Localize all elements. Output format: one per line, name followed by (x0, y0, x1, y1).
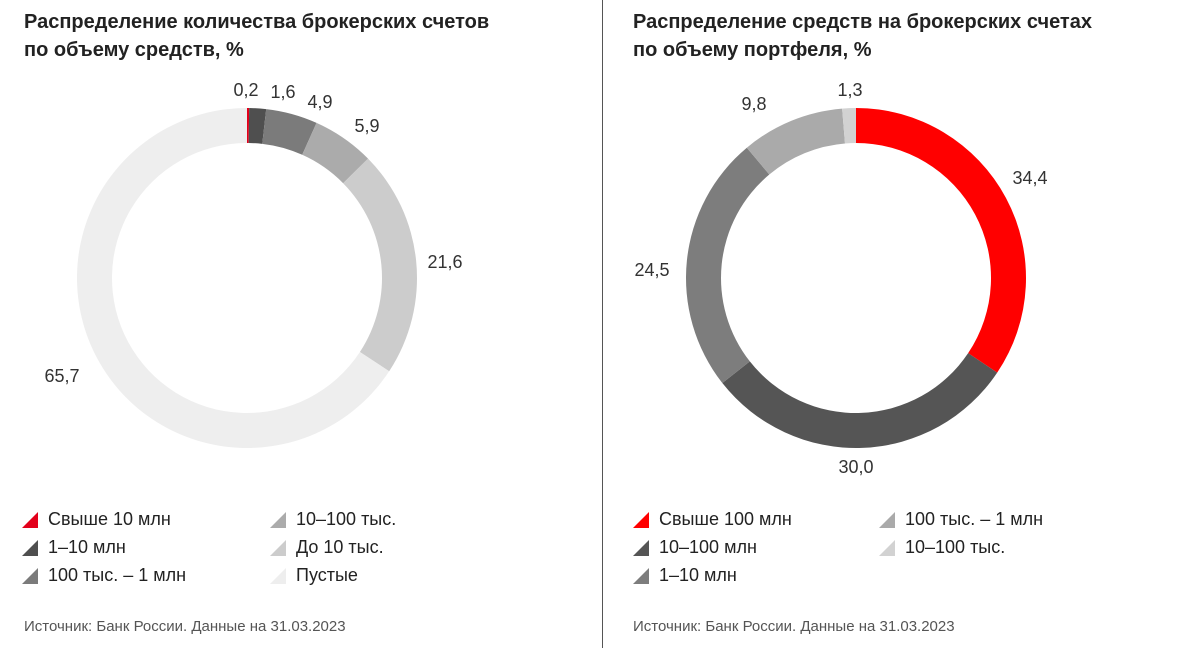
donut-slice (343, 158, 418, 372)
data-label: 65,7 (44, 366, 79, 386)
source-note: Источник: Банк России. Данные на 31.03.2… (24, 618, 346, 635)
donut-chart: 34,4 30,0 24,5 9,8 1,3 (634, 80, 1047, 477)
legend-label: Пустые (296, 565, 358, 585)
legend-label: Свыше 100 млн (659, 509, 792, 529)
legend-swatch-icon (879, 540, 895, 556)
donut-slice (842, 108, 856, 144)
data-label: 1,6 (270, 82, 295, 102)
legend-swatch-icon (633, 512, 649, 528)
donut-slice (262, 109, 317, 155)
chart-title-line-1: Распределение средств на брокерских счет… (633, 11, 1092, 33)
legend-label: 10–100 тыс. (296, 509, 397, 529)
chart-title-line-1: Распределение количества брокерских счет… (24, 11, 490, 33)
legend-label: 1–10 млн (659, 565, 737, 585)
legend-swatch-icon (270, 512, 286, 528)
legend-swatch-icon (22, 512, 38, 528)
data-label: 1,3 (837, 80, 862, 100)
donut-slice (686, 147, 770, 384)
legend-label: До 10 тыс. (296, 537, 384, 557)
legend-label: 100 тыс. – 1 млн (48, 565, 187, 585)
source-note: Источник: Банк России. Данные на 31.03.2… (633, 618, 955, 635)
data-label: 21,6 (427, 252, 462, 272)
data-label: 0,2 (233, 80, 258, 100)
legend-swatch-icon (22, 540, 38, 556)
data-label: 4,9 (307, 92, 332, 112)
chart-panel-funds: Распределение средств на брокерских счет… (604, 0, 1200, 648)
legend-label: 100 тыс. – 1 млн (905, 509, 1044, 529)
donut-slice (248, 108, 267, 144)
legend-swatch-icon (633, 568, 649, 584)
chart-panel-accounts: Распределение количества брокерских счет… (22, 8, 489, 635)
data-label: 34,4 (1012, 168, 1047, 188)
data-label: 5,9 (354, 116, 379, 136)
donut-slice (856, 108, 1026, 373)
legend-label: 1–10 млн (48, 537, 126, 557)
legend-label: Свыше 10 млн (48, 509, 171, 529)
donut-slice (746, 108, 845, 175)
donut-chart: 0,2 1,6 4,9 5,9 21,6 65,7 (44, 80, 463, 449)
legend-swatch-icon (270, 540, 286, 556)
chart-title-line-2: по объему портфеля, % (633, 39, 872, 61)
legend-swatch-icon (633, 540, 649, 556)
legend-swatch-icon (879, 512, 895, 528)
legend-swatch-icon (270, 568, 286, 584)
donut-slice (247, 108, 250, 144)
donut-slice (722, 353, 998, 448)
legend-swatch-icon (22, 568, 38, 584)
data-label: 24,5 (634, 260, 669, 280)
chart-title: Распределение средств на брокерских счет… (633, 8, 1092, 64)
donut-slice (302, 122, 369, 184)
data-label: 9,8 (741, 94, 766, 114)
chart-title-line-2: по объему средств, % (24, 39, 244, 61)
legend-label: 10–100 млн (659, 537, 757, 557)
legend-label: 10–100 тыс. (905, 537, 1006, 557)
data-label: 30,0 (838, 457, 873, 477)
panel-divider (602, 0, 603, 648)
chart-title: Распределение количества брокерских счет… (24, 8, 489, 64)
